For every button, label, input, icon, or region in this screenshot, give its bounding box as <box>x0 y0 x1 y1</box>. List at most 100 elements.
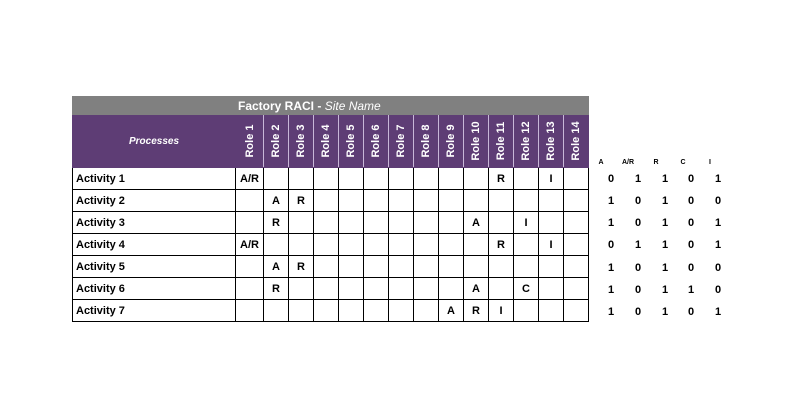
raci-cell[interactable]: R <box>463 299 489 322</box>
role-label: Role 2 <box>270 124 282 158</box>
raci-cell[interactable]: I <box>538 233 564 256</box>
raci-cell[interactable] <box>263 299 289 322</box>
raci-cell[interactable] <box>235 211 264 234</box>
raci-cell[interactable] <box>563 255 589 278</box>
raci-cell[interactable] <box>288 211 314 234</box>
raci-cell[interactable]: A <box>438 299 464 322</box>
raci-cell[interactable]: A/R <box>235 167 264 190</box>
raci-cell[interactable] <box>538 255 564 278</box>
raci-cell[interactable] <box>235 189 264 212</box>
raci-cell[interactable] <box>538 189 564 212</box>
raci-cell[interactable] <box>263 167 289 190</box>
raci-cell[interactable] <box>313 299 339 322</box>
raci-cell[interactable] <box>363 189 389 212</box>
raci-cell[interactable] <box>388 167 414 190</box>
raci-cell[interactable] <box>363 211 389 234</box>
raci-cell[interactable] <box>235 277 264 300</box>
raci-cell[interactable] <box>513 255 539 278</box>
raci-cell[interactable] <box>463 189 489 212</box>
raci-cell[interactable] <box>288 233 314 256</box>
raci-cell[interactable] <box>338 277 364 300</box>
raci-cell[interactable]: R <box>488 233 514 256</box>
raci-cell[interactable] <box>488 211 514 234</box>
raci-cell[interactable] <box>363 277 389 300</box>
raci-cell[interactable] <box>388 255 414 278</box>
raci-cell[interactable] <box>363 299 389 322</box>
raci-cell[interactable]: A/R <box>235 233 264 256</box>
raci-cell[interactable] <box>413 299 439 322</box>
raci-cell[interactable] <box>538 277 564 300</box>
raci-cell[interactable] <box>288 167 314 190</box>
raci-cell[interactable] <box>538 299 564 322</box>
raci-cell[interactable] <box>288 277 314 300</box>
raci-cell[interactable] <box>338 299 364 322</box>
raci-cell[interactable] <box>263 233 289 256</box>
raci-cell[interactable] <box>463 167 489 190</box>
raci-cell[interactable]: I <box>488 299 514 322</box>
raci-cell[interactable]: A <box>463 277 489 300</box>
raci-cell[interactable] <box>388 189 414 212</box>
raci-cell[interactable] <box>313 277 339 300</box>
raci-cell[interactable] <box>288 299 314 322</box>
raci-cell[interactable]: A <box>263 255 289 278</box>
raci-cell[interactable]: I <box>513 211 539 234</box>
raci-cell[interactable] <box>463 255 489 278</box>
raci-cell[interactable] <box>563 189 589 212</box>
raci-cell[interactable] <box>438 255 464 278</box>
raci-cell[interactable] <box>488 277 514 300</box>
raci-cell[interactable] <box>388 211 414 234</box>
raci-cell[interactable] <box>235 299 264 322</box>
raci-cell[interactable] <box>388 277 414 300</box>
raci-cell[interactable] <box>463 233 489 256</box>
raci-cell[interactable] <box>563 299 589 322</box>
raci-cell[interactable]: R <box>288 189 314 212</box>
raci-cell[interactable]: I <box>538 167 564 190</box>
raci-cell[interactable] <box>513 189 539 212</box>
raci-cell[interactable]: A <box>463 211 489 234</box>
raci-cell[interactable] <box>438 277 464 300</box>
raci-cell[interactable]: A <box>263 189 289 212</box>
raci-cell[interactable] <box>488 189 514 212</box>
raci-cell[interactable] <box>363 233 389 256</box>
raci-cell[interactable] <box>363 167 389 190</box>
raci-cell[interactable] <box>313 255 339 278</box>
raci-cell[interactable]: R <box>263 211 289 234</box>
raci-cell[interactable] <box>438 211 464 234</box>
raci-cell[interactable] <box>338 167 364 190</box>
raci-cell[interactable] <box>563 233 589 256</box>
raci-cell[interactable] <box>563 277 589 300</box>
raci-cell[interactable]: R <box>263 277 289 300</box>
raci-cell[interactable] <box>338 211 364 234</box>
raci-cell[interactable] <box>413 167 439 190</box>
raci-cell[interactable] <box>513 233 539 256</box>
raci-cell[interactable] <box>363 255 389 278</box>
raci-cell[interactable] <box>388 233 414 256</box>
raci-cell[interactable] <box>413 255 439 278</box>
raci-cell[interactable] <box>388 299 414 322</box>
raci-cell[interactable] <box>413 189 439 212</box>
raci-cell[interactable] <box>438 233 464 256</box>
raci-cell[interactable] <box>313 189 339 212</box>
raci-cell[interactable] <box>563 167 589 190</box>
raci-cell[interactable] <box>338 255 364 278</box>
raci-cell[interactable] <box>235 255 264 278</box>
raci-cell[interactable] <box>313 167 339 190</box>
raci-cell[interactable] <box>413 277 439 300</box>
raci-cell[interactable] <box>338 189 364 212</box>
raci-cell[interactable] <box>313 233 339 256</box>
raci-cell[interactable] <box>513 167 539 190</box>
raci-cell[interactable] <box>438 189 464 212</box>
raci-cell[interactable] <box>538 211 564 234</box>
raci-cell[interactable]: R <box>488 167 514 190</box>
raci-cell[interactable]: R <box>288 255 314 278</box>
raci-cell[interactable] <box>513 299 539 322</box>
raci-cell[interactable] <box>438 167 464 190</box>
raci-cell[interactable] <box>413 211 439 234</box>
raci-cell[interactable] <box>563 211 589 234</box>
raci-cell[interactable]: C <box>513 277 539 300</box>
raci-cell[interactable] <box>413 233 439 256</box>
raci-cell[interactable] <box>488 255 514 278</box>
raci-cell[interactable] <box>338 233 364 256</box>
raci-cell[interactable] <box>313 211 339 234</box>
